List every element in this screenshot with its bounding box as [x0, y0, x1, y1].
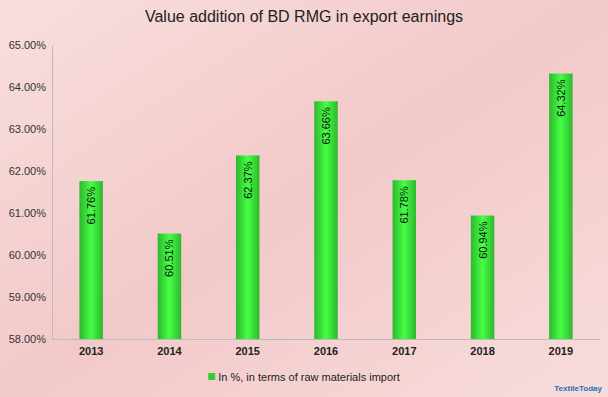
y-tick: 63.00% [9, 123, 52, 135]
bar [79, 181, 102, 339]
x-tick: 2016 [314, 339, 338, 357]
background [0, 0, 608, 397]
y-tick: 62.00% [9, 165, 52, 177]
y-tick-label: 64.00% [9, 81, 47, 93]
y-tick: 65.00% [9, 39, 52, 51]
bar [236, 155, 259, 339]
y-tick: 61.00% [9, 207, 52, 219]
y-tick: 58.00% [9, 333, 52, 345]
y-tick: 59.00% [9, 291, 52, 303]
y-tick-label: 62.00% [9, 165, 47, 177]
y-tick-label: 60.00% [9, 249, 47, 261]
legend-label: In %, in terms of raw materials import [218, 371, 400, 383]
plot-area: 58.00% 59.00% 60.00% 61.00% 62.00% 63.00% 64.0… [9, 39, 601, 357]
bar [314, 101, 337, 339]
x-tick: 2019 [549, 339, 573, 357]
data-label: 61.78% [398, 186, 410, 224]
bar [549, 74, 572, 339]
y-axis-line [52, 46, 53, 340]
data-label: 60.94% [477, 221, 489, 259]
x-tick: 2017 [392, 339, 416, 357]
x-axis-line [53, 339, 601, 340]
bar [158, 234, 181, 339]
x-tick: 2014 [157, 339, 182, 357]
x-tick-label: 2018 [470, 345, 494, 357]
data-label: 63.66% [320, 107, 332, 145]
x-tick-label: 2014 [157, 345, 182, 357]
data-label: 61.76% [85, 187, 97, 225]
x-tick-label: 2015 [235, 345, 259, 357]
y-tick-label: 59.00% [9, 291, 47, 303]
x-tick-label: 2019 [549, 345, 573, 357]
bar [393, 180, 416, 339]
annotation: TextileToday [554, 384, 602, 393]
x-axis: 2013 2014 2015 2016 2017 2018 2019 [53, 339, 601, 357]
y-tick-label: 65.00% [9, 39, 47, 51]
y-tick-label: 63.00% [9, 123, 47, 135]
y-tick: 60.00% [9, 249, 52, 261]
bars [79, 74, 572, 339]
legend-swatch [208, 373, 215, 380]
y-tick-label: 58.00% [9, 333, 47, 345]
legend: In %, in terms of raw materials import [208, 371, 400, 383]
x-tick-label: 2017 [392, 345, 416, 357]
y-tick-label: 61.00% [9, 207, 47, 219]
x-tick: 2013 [79, 339, 103, 357]
data-label: 64.32% [555, 79, 567, 117]
data-label: 62.37% [242, 161, 254, 199]
legend-item: In %, in terms of raw materials import [208, 371, 400, 383]
x-tick-label: 2016 [314, 345, 338, 357]
y-tick: 64.00% [9, 81, 52, 93]
title: Value addition of BD RMG in export earni… [145, 8, 463, 25]
x-tick: 2015 [235, 339, 259, 357]
y-axis: 58.00% 59.00% 60.00% 61.00% 62.00% 63.00% 64.0… [9, 39, 53, 345]
x-tick-label: 2013 [79, 345, 103, 357]
bar [471, 216, 494, 339]
x-tick: 2018 [470, 339, 494, 357]
chart: 58.00% 59.00% 60.00% 61.00% 62.00% 63.00% 64.0… [0, 0, 608, 397]
data-label: 60.51% [163, 239, 175, 277]
data-labels: 61.76% 60.51% 62.37% 63.66% 61.78% 60.94% 64.3… [85, 79, 567, 277]
